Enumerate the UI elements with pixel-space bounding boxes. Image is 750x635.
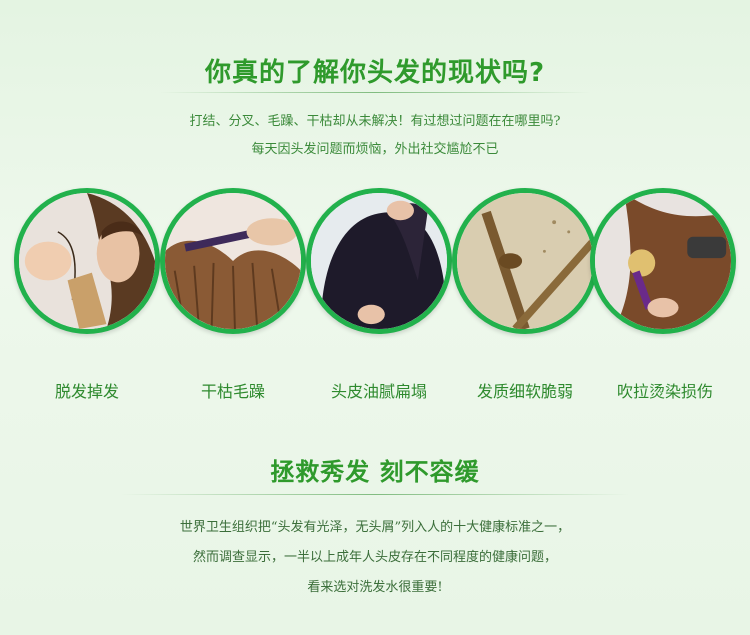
intro-line-1: 打结、分叉、毛躁、干枯却从未解决！有过想过问题在在哪里吗? xyxy=(189,114,561,129)
weak-hair-photo xyxy=(452,188,598,334)
problem-label-oily-scalp: 头皮油腻扁塌 xyxy=(330,382,427,401)
title-divider xyxy=(160,92,590,93)
problem-circles xyxy=(0,188,750,358)
problem-label-styling-damage: 吹拉烫染损伤 xyxy=(616,382,713,401)
problem-labels: 脱发掉发 干枯毛躁 头皮油腻扁塌 发质细软脆弱 吹拉烫染损伤 xyxy=(0,188,750,408)
problem-label-hair-loss: 脱发掉发 xyxy=(54,382,119,401)
section-line-2: 然而调查显示，一半以上成年人头皮存在不同程度的健康问题， xyxy=(192,550,557,565)
dry-frizzy-photo xyxy=(160,188,306,334)
problem-label-weak-hair: 发质细软脆弱 xyxy=(476,382,573,401)
oily-scalp-photo xyxy=(306,188,452,334)
section-line-1: 世界卫生组织把“头发有光泽，无头屑”列入人的十大健康标准之一， xyxy=(179,520,571,535)
styling-damage-photo xyxy=(590,188,736,334)
section-line-3: 看来选对洗发水很重要! xyxy=(307,580,443,595)
section-title: 拯救秀发 刻不容缓 xyxy=(270,458,480,486)
intro-line-2: 每天因头发问题而烦恼，外出社交尴尬不已 xyxy=(251,142,499,157)
problem-label-dry-frizzy: 干枯毛躁 xyxy=(200,382,265,401)
hair-loss-photo xyxy=(14,188,160,334)
section-divider xyxy=(120,494,630,495)
page-title: 你真的了解你头发的现状吗? xyxy=(204,58,546,88)
